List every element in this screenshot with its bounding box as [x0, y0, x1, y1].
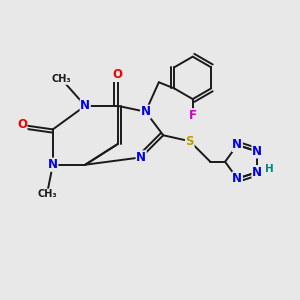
Text: CH₃: CH₃ — [37, 189, 57, 199]
Text: N: N — [232, 172, 242, 185]
Text: N: N — [136, 151, 146, 164]
Text: N: N — [48, 158, 58, 171]
Text: H: H — [265, 164, 274, 174]
Text: N: N — [80, 99, 90, 112]
Text: N: N — [252, 145, 262, 158]
Text: F: F — [189, 109, 197, 122]
Text: N: N — [252, 166, 262, 179]
Text: CH₃: CH₃ — [52, 74, 71, 84]
Text: O: O — [112, 68, 123, 81]
Text: O: O — [17, 118, 27, 131]
Text: N: N — [141, 105, 151, 118]
Text: S: S — [185, 135, 194, 148]
Text: N: N — [232, 139, 242, 152]
